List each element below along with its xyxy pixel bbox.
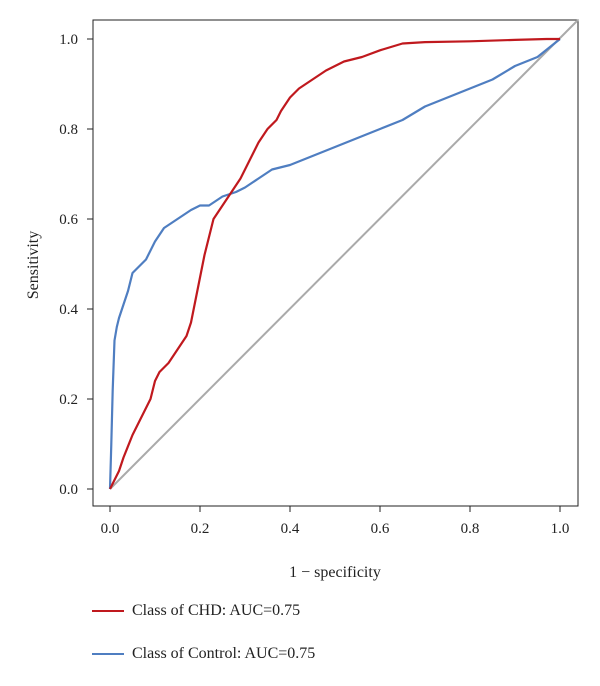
y-axis-title: Sensitivity [25, 231, 42, 299]
legend: Class of CHD: AUC=0.75 Class of Control:… [92, 600, 315, 686]
y-axis: 0.0 0.2 0.4 0.6 0.8 1.0 [59, 32, 93, 498]
x-tick-label: 0.0 [101, 521, 120, 537]
series-line-control [108, 38, 561, 490]
x-tick-label: 0.6 [371, 521, 390, 537]
y-tick-label: 0.6 [59, 212, 78, 228]
series-line-chd [109, 37, 560, 490]
x-tick-label: 0.4 [281, 521, 300, 537]
legend-label-control: Class of Control: AUC=0.75 [132, 645, 316, 662]
legend-swatch-chd [92, 610, 124, 612]
y-tick-label: 0.8 [59, 122, 78, 138]
x-tick-label: 0.2 [191, 521, 210, 537]
y-tick-label: 0.4 [59, 302, 78, 318]
legend-swatch-control [92, 653, 124, 655]
y-tick-label: 0.0 [59, 482, 78, 498]
x-axis: 0.0 0.2 0.4 0.6 0.8 1.0 [101, 506, 570, 537]
legend-item-control: Class of Control: AUC=0.75 [92, 643, 315, 665]
x-tick-label: 1.0 [551, 521, 570, 537]
plot-area-frame [92, 19, 579, 507]
series-layer [108, 37, 561, 490]
legend-item-chd: Class of CHD: AUC=0.75 [92, 600, 315, 622]
y-tick-label: 0.2 [59, 392, 78, 408]
x-axis-title: 1 − specificity [289, 564, 381, 581]
roc-chart: 0.0 0.2 0.4 0.6 0.8 1.0 0.0 0.2 0.4 0.6 0.8 1.0 1 … [25, 19, 579, 581]
y-tick-label: 1.0 [59, 32, 78, 48]
x-tick-label: 0.8 [461, 521, 480, 537]
legend-label-chd: Class of CHD: AUC=0.75 [132, 602, 301, 619]
reference-diagonal-line [109, 19, 579, 490]
